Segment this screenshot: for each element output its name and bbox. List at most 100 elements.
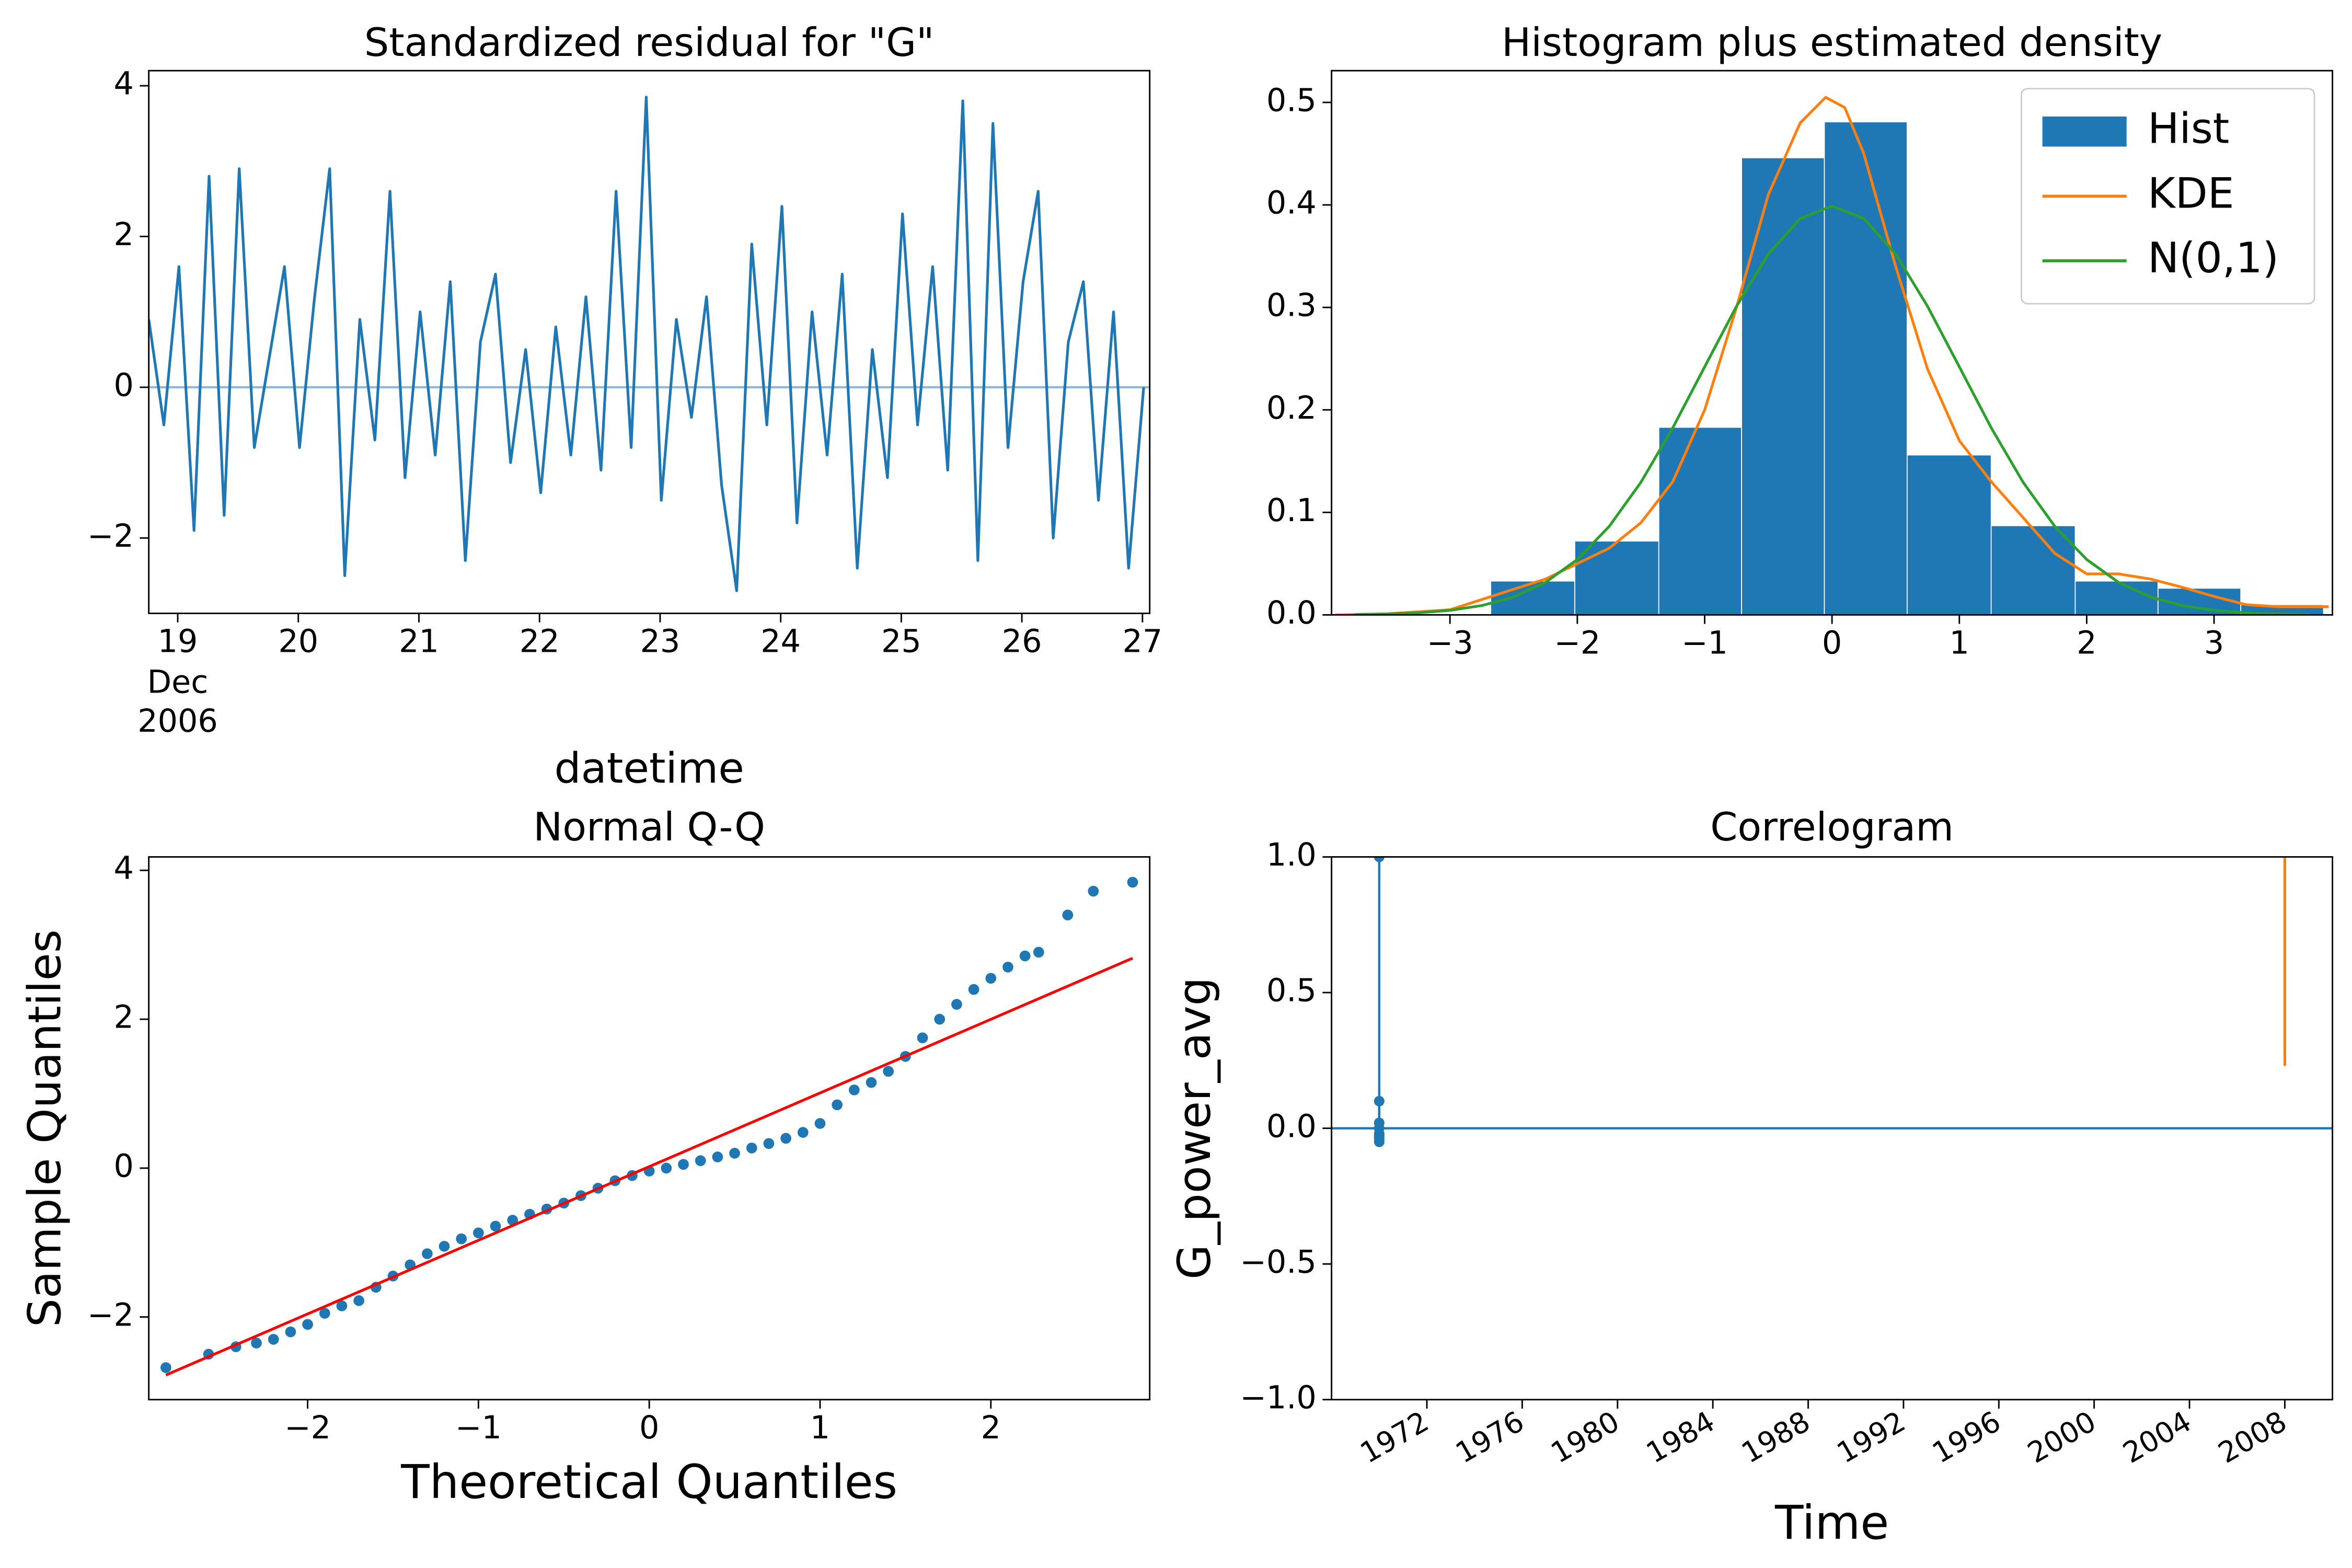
scatter-point [1019,950,1031,962]
y-tick-label: 1.0 [1266,837,1317,873]
scatter-point [832,1099,843,1111]
y-tick-label: 0.1 [1266,492,1317,529]
stem-marker [1374,1096,1385,1106]
x-tick-label: −2 [284,1410,331,1446]
scatter-point [268,1334,279,1345]
chart-title: Standardized residual for "G" [364,20,935,65]
x-tick-label: −2 [1554,625,1600,662]
scatter-point [1033,947,1044,958]
y-tick-label: 0.2 [1266,390,1317,426]
plot-area [148,96,1150,592]
x-tick-label: 2 [2077,625,2096,662]
x-tick-label: 25 [881,624,921,660]
legend-label: N(0,1) [2148,233,2279,282]
histogram-bar [1490,580,1575,615]
histogram-bar [2074,580,2159,615]
scatter-point [763,1138,775,1149]
x-axis-label: Theoretical Quantiles [400,1455,897,1509]
scatter-point [456,1233,467,1244]
data-line [165,956,1134,1377]
axes-frame [1331,856,2334,1401]
scatter-point [712,1151,723,1162]
scatter-point [814,1118,826,1129]
scatter-point [917,1032,928,1043]
subplot: Histogram plus estimated density 0.0 0.1 0.… [1266,20,2334,662]
scatter-point [1088,885,1099,897]
histogram-bar [1741,157,1825,615]
stem-marker [1374,1123,1385,1134]
x-tick-label: 2 [981,1410,1001,1446]
plot-area [1331,857,2333,1147]
x-tick-label: 26 [1002,624,1042,660]
plot-area [160,877,1138,1377]
data-line [148,96,1145,592]
y-tick-label: 0 [113,1148,133,1184]
axes-frame [1331,70,2334,616]
scatter-point [883,1066,894,1077]
y-tick-label: −1.0 [1240,1379,1317,1416]
scatter-point [985,973,997,984]
y-tick-label: 0.0 [1266,1108,1317,1145]
x-axis-label: datetime [554,744,744,793]
legend-label: Hist [2148,104,2229,153]
scatter-point [302,1319,313,1330]
scatter-point [319,1308,330,1319]
y-tick-label: −0.5 [1240,1244,1317,1281]
scatter-point [251,1338,262,1348]
x-tick-label: 1980 [1545,1404,1624,1470]
y-tick-label: 0.3 [1266,287,1317,324]
histogram-bar [1574,540,1659,615]
x-tick-label: 1 [810,1410,830,1446]
scatter-point [780,1133,791,1144]
scatter-point [797,1127,809,1138]
y-tick-label: 0.5 [1266,83,1317,119]
x-tick-label: 3 [2204,625,2224,662]
y-axis-label: G_power_avg [1169,977,1221,1279]
x-tick-label: −1 [1681,625,1728,662]
chart-title: Correlogram [1710,804,1954,850]
x-tick-label: 2004 [2117,1404,2197,1470]
legend: Hist KDE N(0,1) [2020,88,2315,305]
histogram-bar [1824,121,1908,615]
y-tick-label: 0.0 [1266,595,1317,631]
scatter-point [160,1362,171,1373]
x-tick-label: 2008 [2212,1404,2292,1470]
x-tick-label: 1988 [1736,1404,1815,1470]
y-tick-label: −2 [87,1297,134,1333]
data-line [1335,96,2329,615]
y-tick-label: 2 [113,216,133,253]
y-tick-label: 4 [113,850,133,887]
stem-marker [1374,857,1385,862]
scatter-point [1127,877,1138,888]
y-tick-label: 4 [113,66,133,102]
scatter-point [746,1143,757,1154]
x-tick-label: 1996 [1927,1404,2006,1470]
scatter-point [968,984,979,995]
scatter-point [285,1326,296,1338]
scatter-point [1062,909,1074,920]
stem-marker [1374,1131,1385,1142]
scatter-point [421,1248,433,1260]
x-tick-label: 1972 [1355,1404,1434,1470]
data-line [1354,204,2310,615]
x-tick-label: 1992 [1831,1404,1911,1470]
scatter-point [729,1148,740,1159]
legend-label: KDE [2148,168,2234,217]
scatter-point [661,1162,672,1174]
x-tick-label: 0 [639,1410,659,1446]
legend-swatch [2042,116,2127,147]
x-sublabel: Dec [147,664,209,700]
plot-area [1335,96,2329,615]
x-tick-label: 20 [278,624,318,660]
scatter-point [336,1300,348,1311]
x-tick-label: 1976 [1450,1404,1529,1470]
x-sublabel: 2006 [137,703,218,740]
scatter-point [1002,961,1013,973]
y-tick-label: 0.5 [1266,973,1317,1009]
y-tick-label: −2 [87,518,134,555]
y-axis-label: Sample Quantiles [19,929,71,1327]
subplot: Normal Q-Q −2 0 2 4 −2 −1 0 1 2 Theoretical Quanti… [19,804,1151,1509]
chart-title: Normal Q-Q [533,804,765,850]
